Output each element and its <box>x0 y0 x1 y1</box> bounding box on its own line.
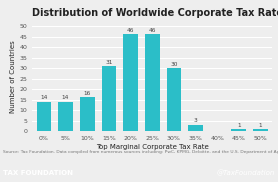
Y-axis label: Number of Countries: Number of Countries <box>11 40 16 113</box>
Text: 14: 14 <box>62 95 69 100</box>
Text: 1: 1 <box>259 123 262 128</box>
Text: 16: 16 <box>84 91 91 96</box>
Bar <box>232 129 246 131</box>
X-axis label: Top Marginal Corporate Tax Rate: Top Marginal Corporate Tax Rate <box>96 144 208 150</box>
Text: 31: 31 <box>105 60 113 65</box>
Text: 14: 14 <box>40 95 48 100</box>
Text: @TaxFoundation: @TaxFoundation <box>216 170 275 177</box>
Bar <box>58 102 73 131</box>
Bar <box>123 34 138 131</box>
Text: TAX FOUNDATION: TAX FOUNDATION <box>3 170 73 176</box>
Text: 46: 46 <box>127 28 134 33</box>
Text: 1: 1 <box>237 123 241 128</box>
Text: 30: 30 <box>170 62 178 67</box>
Bar <box>167 68 181 131</box>
Bar <box>253 129 268 131</box>
Bar <box>145 34 160 131</box>
Text: 46: 46 <box>148 28 156 33</box>
Bar <box>101 66 116 131</box>
Bar <box>80 97 95 131</box>
Bar <box>36 102 51 131</box>
Text: 3: 3 <box>194 118 197 123</box>
Bar <box>188 125 203 131</box>
Text: Source: Tax Foundation. Data compiled from numerous sources including: PwC, KPMG: Source: Tax Foundation. Data compiled fr… <box>3 150 278 154</box>
Text: Distribution of Worldwide Corporate Tax Rates 2017: Distribution of Worldwide Corporate Tax … <box>32 8 278 18</box>
